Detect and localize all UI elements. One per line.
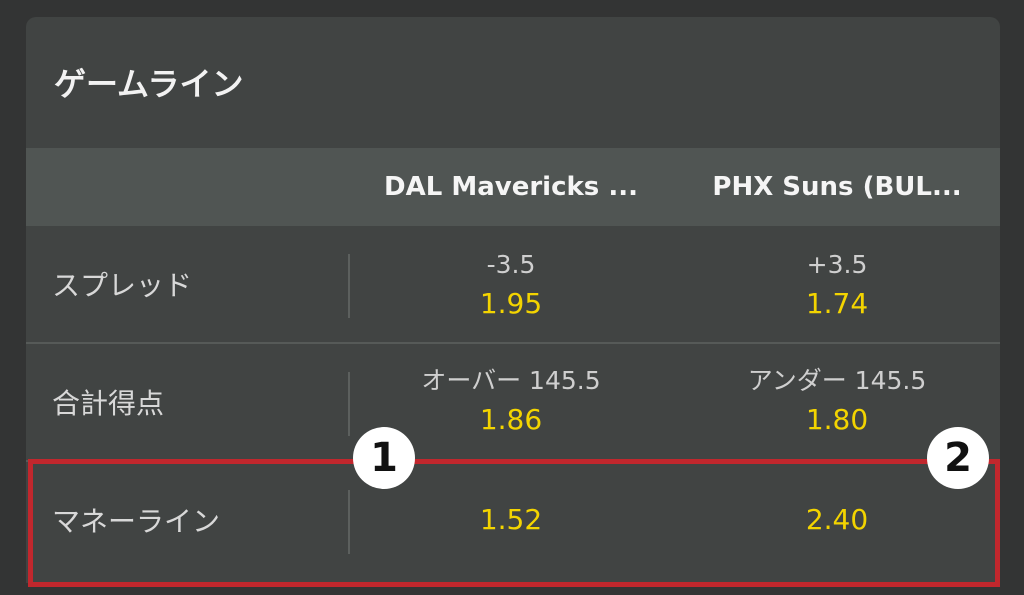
line-value: -3.5 bbox=[486, 250, 536, 279]
odds-button[interactable]: -3.5 1.95 bbox=[351, 246, 671, 324]
odds-value: 1.80 bbox=[805, 403, 869, 436]
market-label: 合計得点 bbox=[52, 387, 165, 420]
column-header-home: DAL Mavericks ... bbox=[384, 172, 638, 202]
odds-value: 1.86 bbox=[479, 403, 543, 436]
annotation-badge-1: 1 bbox=[353, 427, 415, 489]
odds-button[interactable]: 1.52 bbox=[351, 500, 671, 540]
odds-value: 2.40 bbox=[805, 503, 869, 536]
market-row-total: 合計得点 オーバー 145.5 1.86 アンダー 145.5 1.80 bbox=[26, 342, 1000, 460]
market-label: マネーライン bbox=[52, 505, 221, 538]
divider bbox=[348, 372, 350, 436]
odds-button[interactable]: アンダー 145.5 1.80 bbox=[677, 362, 997, 440]
line-value: +3.5 bbox=[806, 250, 868, 279]
line-value: アンダー 145.5 bbox=[747, 366, 927, 395]
annotation-badge-2: 2 bbox=[927, 427, 989, 489]
line-value: オーバー 145.5 bbox=[421, 366, 601, 395]
market-row-spread: スプレッド -3.5 1.95 +3.5 1.74 bbox=[26, 226, 1000, 342]
odds-value: 1.52 bbox=[479, 503, 543, 536]
divider bbox=[348, 490, 350, 554]
column-header-row: DAL Mavericks ... PHX Suns (BUL... bbox=[26, 148, 1000, 226]
divider bbox=[348, 254, 350, 318]
odds-button[interactable]: 2.40 bbox=[677, 500, 997, 540]
highlight-box bbox=[28, 459, 1000, 587]
column-header-away: PHX Suns (BUL... bbox=[712, 172, 962, 202]
market-label: スプレッド bbox=[52, 269, 193, 302]
odds-button[interactable]: オーバー 145.5 1.86 bbox=[351, 362, 671, 440]
game-lines-card: ゲームライン DAL Mavericks ... PHX Suns (BUL..… bbox=[26, 17, 1000, 583]
odds-value: 1.74 bbox=[805, 287, 869, 320]
odds-button[interactable]: +3.5 1.74 bbox=[677, 246, 997, 324]
section-title: ゲームライン bbox=[54, 65, 244, 103]
odds-value: 1.95 bbox=[479, 287, 543, 320]
